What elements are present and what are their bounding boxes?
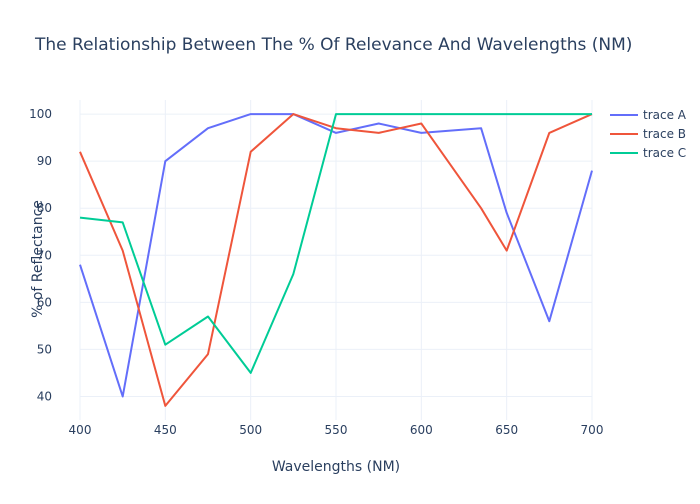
legend-label: trace A: [643, 108, 687, 122]
y-tick-label: 60: [37, 295, 52, 309]
x-tick-label: 400: [69, 423, 92, 437]
tick-layer: 40 50 60 70 80 90 100 400 450 500 550 600 650 700: [29, 107, 603, 437]
legend-label: trace B: [643, 127, 686, 141]
series-layer: [79, 113, 593, 407]
series-line-trace-c[interactable]: [79, 113, 592, 374]
series-line-trace-b[interactable]: [79, 113, 593, 407]
chart-title: The Relationship Between The % Of Releva…: [34, 35, 632, 55]
y-axis-title: % of Reflectance: [30, 200, 46, 318]
y-tick-label: 100: [29, 107, 52, 121]
legend[interactable]: trace A trace B trace C: [610, 108, 687, 160]
y-tick-label: 90: [37, 154, 52, 168]
series-line-trace-a[interactable]: [79, 113, 593, 398]
legend-item-trace-c[interactable]: trace C: [610, 146, 686, 160]
x-tick-label: 550: [325, 423, 348, 437]
x-tick-label: 450: [154, 423, 177, 437]
x-tick-label: 650: [495, 423, 518, 437]
x-tick-label: 700: [581, 423, 604, 437]
x-tick-label: 600: [410, 423, 433, 437]
y-tick-label: 80: [37, 201, 52, 215]
x-axis-title: Wavelengths (NM): [272, 459, 400, 475]
y-tick-label: 40: [37, 389, 52, 403]
x-tick-label: 500: [239, 423, 262, 437]
legend-item-trace-a[interactable]: trace A: [610, 108, 687, 122]
legend-item-trace-b[interactable]: trace B: [610, 127, 686, 141]
y-tick-label: 50: [37, 342, 52, 356]
legend-label: trace C: [643, 146, 686, 160]
y-tick-label: 70: [37, 248, 52, 262]
